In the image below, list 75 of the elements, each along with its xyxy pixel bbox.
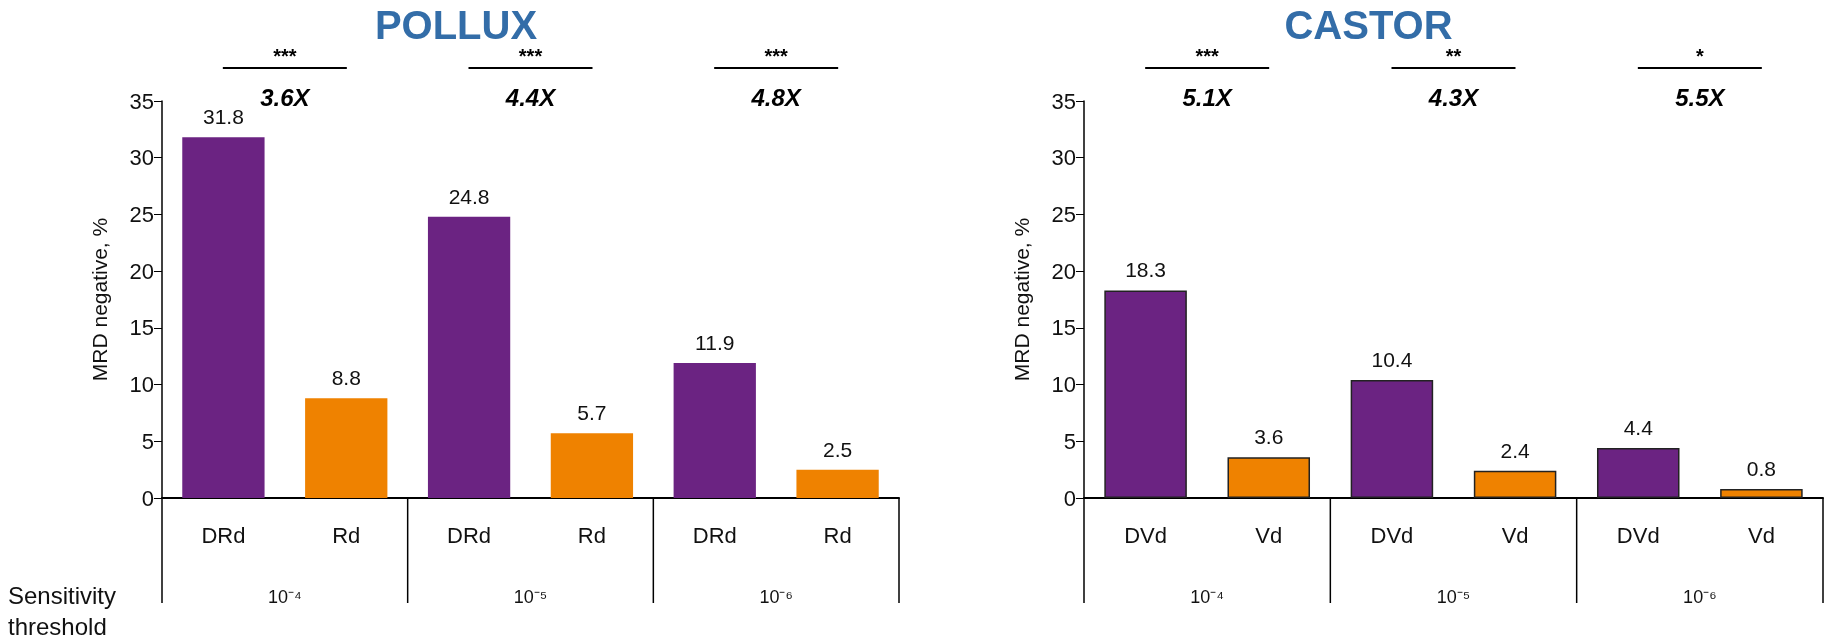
y-tick-label: 30 <box>1051 145 1076 171</box>
x-tick-label: DVd <box>1124 522 1167 548</box>
data-label: 2.5 <box>822 437 853 461</box>
annotation: 4.4X <box>504 83 558 111</box>
x-tick-label: Vd <box>1747 522 1775 548</box>
chart-title: CASTOR <box>1284 3 1453 47</box>
x-tick-label: DRd <box>692 522 737 548</box>
y-tick-label: 15 <box>1051 315 1076 341</box>
annotation: 3.6X <box>260 83 312 111</box>
y-tick-label: 5 <box>141 428 154 454</box>
text: *** <box>273 45 297 67</box>
annotation: 4.8X <box>750 83 803 111</box>
y-tick-label: 20 <box>129 258 154 284</box>
x-tick-label: Rd <box>823 522 852 548</box>
annotation: 5.1X <box>1182 83 1234 111</box>
y-tick-label: 35 <box>1051 88 1076 114</box>
text: 10⁻⁵ <box>513 587 548 607</box>
text: *** <box>764 45 789 67</box>
y-axis-title: MRD negative, % <box>88 217 111 382</box>
y-tick-label: 5 <box>1063 428 1076 454</box>
bar <box>1104 290 1187 498</box>
text: 10⁻⁶ <box>759 587 793 607</box>
data-label: 31.8 <box>202 105 244 129</box>
x-tick-label: DVd <box>1370 522 1414 548</box>
bar <box>550 433 634 498</box>
bar <box>1596 448 1680 498</box>
data-label: 2.4 <box>1500 438 1530 462</box>
annotation: 4.3X <box>1427 83 1481 111</box>
x-tick-label: Rd <box>332 522 361 548</box>
bar <box>796 469 879 498</box>
bar <box>182 137 265 498</box>
data-label: 0.8 <box>1746 456 1777 480</box>
y-tick-label: 0 <box>141 485 154 511</box>
text: *** <box>1195 45 1220 67</box>
bar <box>1350 380 1434 498</box>
x-tick-label: Vd <box>1501 522 1529 548</box>
y-tick-label: 35 <box>129 88 154 114</box>
y-tick-label: 30 <box>129 145 154 171</box>
data-label: 24.8 <box>448 184 490 208</box>
bar <box>305 398 388 498</box>
text: Sensitivity threshold <box>8 582 123 636</box>
y-tick-label: 25 <box>1051 201 1076 227</box>
x-tick-label: DVd <box>1616 522 1660 548</box>
y-axis-title: MRD negative, % <box>1010 217 1033 382</box>
y-tick-label: 25 <box>129 201 154 227</box>
x-tick-label: DRd <box>447 522 492 548</box>
text: *** <box>518 45 543 67</box>
text: 10⁻⁴ <box>1190 587 1225 607</box>
x-tick-label: DRd <box>201 522 246 548</box>
bar <box>1473 470 1557 498</box>
y-tick-label: 20 <box>1051 258 1076 284</box>
text: 10⁻⁴ <box>267 587 302 607</box>
y-tick-label: 10 <box>1051 372 1076 398</box>
data-label: 18.3 <box>1125 258 1167 282</box>
chart-title: POLLUX <box>374 3 538 47</box>
bar <box>427 216 511 498</box>
data-label: 3.6 <box>1254 425 1284 449</box>
text: 10⁻⁵ <box>1436 587 1471 607</box>
data-label: 10.4 <box>1371 348 1413 372</box>
y-tick-label: 10 <box>129 372 154 398</box>
y-tick-label: 0 <box>1063 485 1076 511</box>
text: 10⁻⁶ <box>1683 587 1717 607</box>
text: ** <box>1445 45 1462 67</box>
bar <box>673 363 756 498</box>
data-label: 8.8 <box>331 366 361 390</box>
y-tick-label: 15 <box>129 315 154 341</box>
x-tick-label: Vd <box>1255 522 1283 548</box>
bar <box>1720 488 1803 498</box>
data-label: 11.9 <box>695 331 735 355</box>
data-label: 5.7 <box>577 401 607 425</box>
data-label: 4.4 <box>1623 416 1654 440</box>
annotation: 5.5X <box>1675 83 1727 111</box>
text: * <box>1695 45 1704 67</box>
x-tick-label: Rd <box>577 522 606 548</box>
bar <box>1227 457 1311 498</box>
